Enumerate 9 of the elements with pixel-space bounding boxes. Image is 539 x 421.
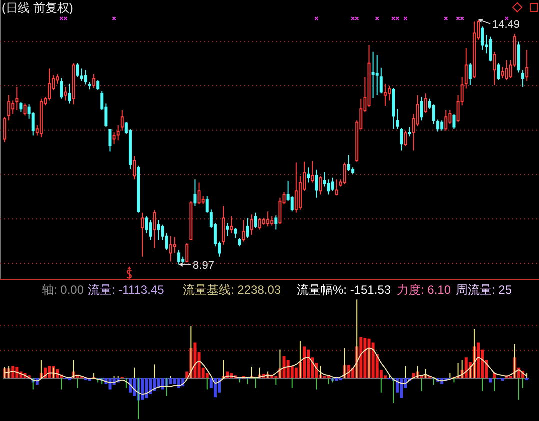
text: 力度: 6.10	[397, 283, 452, 297]
annotation: 14.49	[492, 18, 520, 31]
text: 轴: 0.00	[42, 283, 84, 297]
chart-title: (日线 前复权)	[2, 1, 74, 15]
text: 周流量: 25	[456, 283, 512, 297]
text: 流量: -1113.45	[88, 283, 165, 297]
text: 流量基线: 2238.03	[183, 283, 282, 297]
annotation: 8.97	[193, 260, 214, 272]
text: 流量幅%: -151.53	[297, 283, 392, 297]
